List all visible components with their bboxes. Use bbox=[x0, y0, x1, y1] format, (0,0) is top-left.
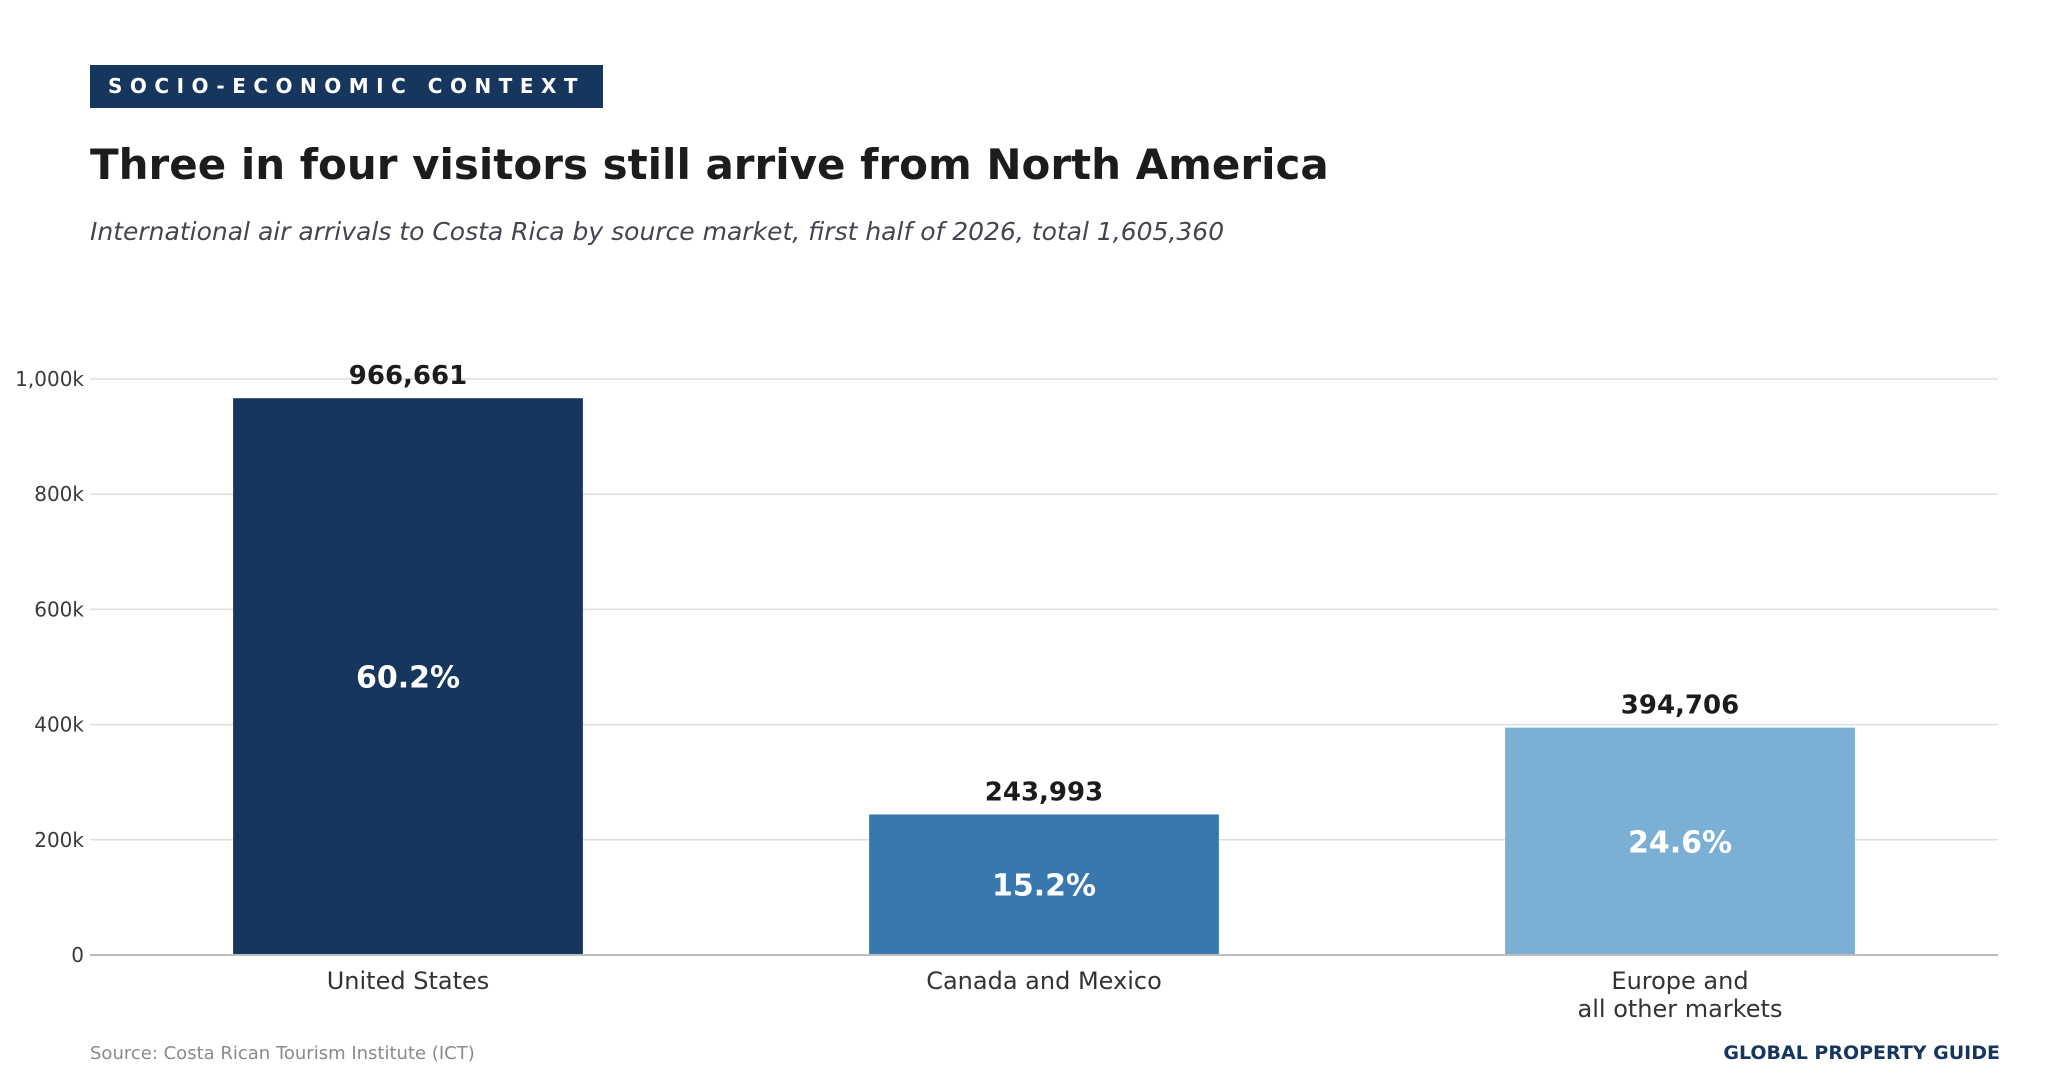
source-note: Source: Costa Rican Tourism Institute (I… bbox=[90, 1043, 475, 1064]
bar-share-label: 15.2% bbox=[992, 869, 1096, 904]
bar bbox=[869, 814, 1219, 955]
x-tick-label: United States bbox=[327, 967, 490, 995]
chart-subtitle: International air arrivals to Costa Rica… bbox=[90, 217, 1225, 246]
bar-value-label: 394,706 bbox=[1621, 691, 1739, 721]
x-tick-label: Europe and bbox=[1611, 967, 1748, 995]
x-axis-labels: United States Canada and Mexico Europe and… bbox=[327, 967, 1783, 1023]
y-tick-label: 200k bbox=[34, 828, 84, 852]
bar-value-label: 243,993 bbox=[985, 777, 1103, 807]
brand-logo-text: GLOBAL PROPERTY GUIDE bbox=[1723, 1042, 2000, 1064]
bar-share-label: 60.2% bbox=[356, 661, 460, 696]
y-tick-label: 400k bbox=[34, 713, 84, 737]
chart-title: Three in four visitors still arrive from… bbox=[90, 140, 1329, 189]
y-tick-label: 800k bbox=[34, 482, 84, 506]
bar bbox=[1505, 727, 1855, 955]
section-kicker: SOCIO-ECONOMIC CONTEXT bbox=[90, 65, 604, 108]
y-tick-label: 600k bbox=[34, 597, 84, 621]
bar-share-label: 24.6% bbox=[1628, 825, 1732, 860]
y-tick-label: 0 bbox=[71, 943, 84, 967]
x-tick-label: Canada and Mexico bbox=[926, 967, 1162, 995]
bar-value-label: 966,661 bbox=[349, 361, 467, 391]
y-tick-label: 1,000k bbox=[15, 367, 84, 391]
y-axis-ticks: 0 200k 400k 600k 800k 1,000k bbox=[15, 367, 84, 967]
bars: 966,661 60.2% 243,993 15.2% 394,706 24.6% bbox=[233, 361, 1855, 956]
bar bbox=[233, 398, 583, 956]
x-tick-label: all other markets bbox=[1578, 995, 1783, 1023]
